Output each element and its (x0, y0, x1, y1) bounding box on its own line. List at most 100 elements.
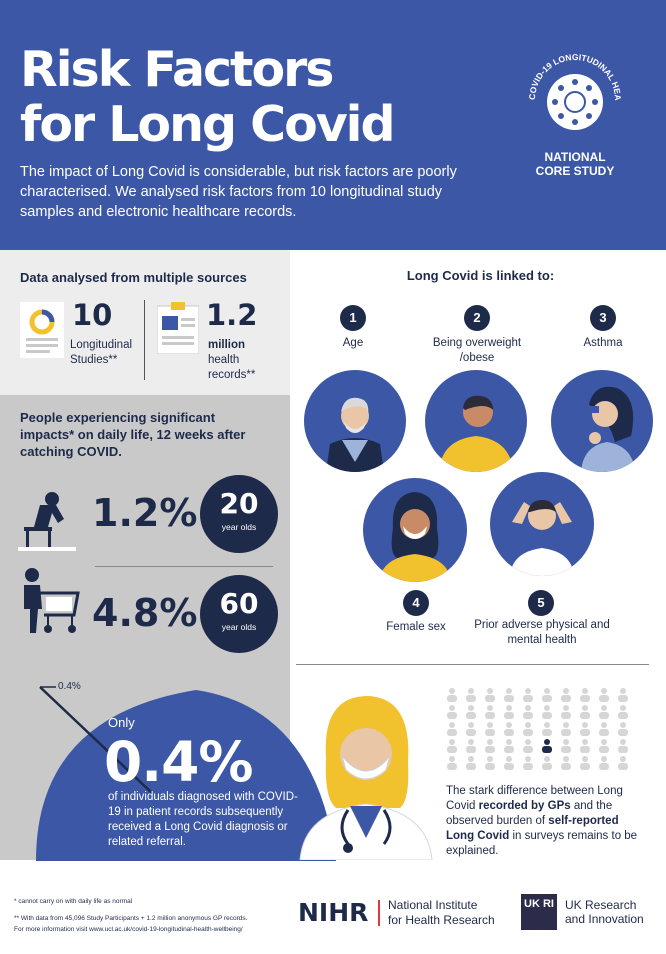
age-60-unit: year olds (221, 622, 257, 632)
grid-person-head (563, 739, 569, 745)
grid-person-head (582, 722, 588, 728)
grid-person-head (487, 722, 493, 728)
grid-person-body (580, 712, 590, 719)
grid-person-head (487, 688, 493, 694)
pointer-label: 0.4% (58, 681, 81, 692)
asthma-illustration (551, 370, 653, 472)
elderly-man-icon (326, 397, 384, 472)
grid-person-head (506, 688, 512, 694)
factor-2-label: Being overweight /obese (417, 336, 537, 366)
woman-inhaler-icon (581, 386, 635, 472)
overweight-man-icon (439, 395, 513, 472)
stark-bold-2: self-reported Long Covid (446, 815, 619, 842)
grid-person-body (447, 729, 457, 736)
grid-person-head (506, 705, 512, 711)
grid-person-head (544, 756, 550, 762)
stressed-man-icon (510, 500, 574, 576)
grid-person-body (561, 746, 571, 753)
intro-text: The impact of Long Covid is considerable… (20, 164, 457, 220)
grid-person-head (544, 722, 550, 728)
overweight-illustration (425, 370, 527, 472)
grid-person-head (582, 739, 588, 745)
grid-person-body (447, 763, 457, 770)
linked-heading: Long Covid is linked to: (406, 268, 555, 283)
only-label: Only (108, 715, 135, 730)
factor-5-label: Prior adverse physical and mental health (462, 618, 622, 648)
studies-label: Longitudinal Studies** (70, 338, 132, 368)
grid-person-head (601, 722, 607, 728)
grid-person-body (523, 712, 533, 719)
grid-person-head (525, 722, 531, 728)
grid-person-head (487, 705, 493, 711)
grid-person-body (504, 712, 514, 719)
grid-person-head (449, 722, 455, 728)
diagnosis-circle (36, 690, 336, 861)
grid-person-body (542, 763, 552, 770)
ukri-text: UK Research and Innovation (565, 898, 665, 926)
grid-person-body (542, 695, 552, 702)
footnote-1: * cannot carry on with daily life as nor… (14, 898, 133, 905)
title-line-2: for Long Covid (20, 96, 396, 153)
grid-person-body (485, 712, 495, 719)
badge-label: NATIONAL CORE STUDY (510, 150, 640, 178)
age-20: 20 (219, 487, 259, 520)
grid-person-body (618, 729, 628, 736)
grid-person-body (618, 763, 628, 770)
studies-label-1: Longitudinal (70, 339, 133, 351)
grid-person-head (506, 739, 512, 745)
ukri-mark: UK RI (521, 894, 557, 930)
female-illustration (363, 478, 467, 582)
grid-person-body (580, 763, 590, 770)
grid-person-body (504, 695, 514, 702)
grid-person-body (561, 763, 571, 770)
grid-person-head (544, 739, 550, 745)
grid-person-body (542, 712, 552, 719)
grid-person-head (601, 688, 607, 694)
grid-person-head (468, 705, 474, 711)
age-badge-20: 20 year olds (200, 475, 278, 553)
factor-2-label-2: /obese (459, 352, 495, 364)
ukri-line-2: and Innovation (565, 912, 644, 926)
grid-person-body (485, 695, 495, 702)
data-sources-panel: Data analysed from multiple sources 10 L… (0, 250, 290, 395)
header: Risk Factors for Long Covid The impact o… (0, 0, 666, 250)
impacts-heading: People experiencing significant impacts*… (20, 410, 246, 459)
factor-4-label: Female sex (386, 621, 446, 633)
grid-person-head (544, 705, 550, 711)
doctor-illustration (299, 696, 433, 860)
grid-person-head (449, 739, 455, 745)
factor-4-number: 4 (403, 590, 429, 616)
grid-person-body (523, 729, 533, 736)
clipboard-icon (157, 302, 199, 354)
grid-person-head (525, 688, 531, 694)
grid-person-head (449, 705, 455, 711)
grid-person-body (466, 763, 476, 770)
grid-person-head (468, 722, 474, 728)
person-walker-icon (24, 568, 80, 633)
grid-person-head (468, 739, 474, 745)
age-20-unit: year olds (221, 522, 257, 532)
grid-person-head (449, 756, 455, 762)
factor-5-label-2: mental health (507, 634, 577, 646)
footnote-3: For more information visit www.ucl.ac.uk… (14, 926, 243, 933)
grid-person-head (468, 688, 474, 694)
grid-person-body (618, 695, 628, 702)
grid-person-body (447, 712, 457, 719)
factor-3-number: 3 (590, 305, 616, 331)
grid-person-body (561, 695, 571, 702)
grid-person-body (485, 763, 495, 770)
grid-person-head (582, 705, 588, 711)
factor-5-label-1: Prior adverse physical and (474, 619, 610, 631)
impact-pct-60: 4.8% (92, 591, 198, 635)
studies-number: 10 (72, 298, 113, 332)
impact-pct-20: 1.2% (92, 491, 198, 535)
ukri-line-1: UK Research (565, 898, 637, 912)
grid-person-head (525, 739, 531, 745)
grid-person-body (504, 746, 514, 753)
badge-ring-icon: COVID-19 LONGITUDINAL HEALTH & WELLBEING (506, 32, 623, 130)
impacts-panel: People experiencing significant impacts*… (0, 395, 290, 685)
grid-person-body (447, 746, 457, 753)
records-label-2: health (208, 354, 240, 366)
stark-part-2: and the observed burden of (446, 800, 613, 827)
grid-person-body (599, 695, 609, 702)
